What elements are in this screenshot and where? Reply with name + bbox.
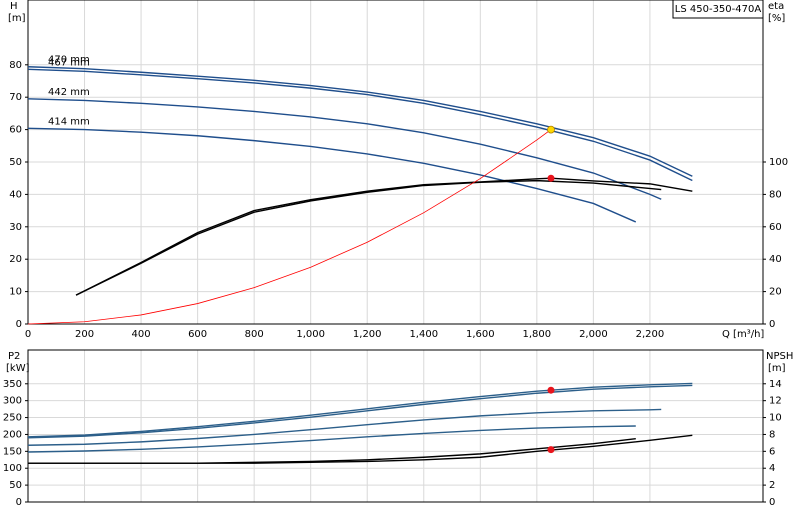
y2-tick-label: 2 (769, 480, 775, 491)
y-tick-label: 40 (9, 189, 22, 200)
x-tick-label: 800 (245, 329, 264, 340)
y-axis-unit: [m] (8, 13, 26, 24)
curve-label: 467 mm (48, 57, 90, 68)
y2-tick-label: 0 (769, 319, 775, 330)
y-tick-label: 10 (9, 287, 22, 298)
y-tick-label: 100 (3, 463, 22, 474)
x-tick-label: 1,000 (296, 329, 325, 340)
y-tick-label: 150 (3, 446, 22, 457)
plot-frame (27, 0, 764, 325)
x-tick-label: 1,800 (523, 329, 552, 340)
y2-axis-unit: [%] (768, 13, 785, 24)
y-tick-label: 0 (16, 319, 22, 330)
y2-tick-label: 10 (769, 413, 782, 424)
x-tick-label: 2,200 (636, 329, 665, 340)
plot-frame (27, 349, 764, 503)
curve (27, 408, 662, 446)
y-axis-label: H (10, 1, 18, 12)
x-tick-label: 400 (132, 329, 151, 340)
y-tick-label: 200 (3, 429, 22, 440)
y2-tick-label: 12 (769, 396, 782, 407)
y2-axis-unit: [m] (768, 363, 786, 374)
chart-title: LS 450-350-470A (675, 4, 762, 15)
y-tick-label: 20 (9, 254, 22, 265)
curve (27, 382, 693, 438)
y2-tick-label: 6 (769, 446, 775, 457)
curve (28, 437, 636, 464)
x-tick-label: 1,600 (466, 329, 495, 340)
x-tick-label: 1,400 (409, 329, 438, 340)
curve (27, 68, 693, 182)
x-tick-label: 600 (188, 329, 207, 340)
y-tick-label: 50 (9, 480, 22, 491)
y2-tick-label: 20 (769, 287, 782, 298)
y2-axis-label: eta (768, 1, 784, 12)
y-tick-label: 0 (16, 497, 22, 508)
y-tick-label: 300 (3, 396, 22, 407)
y2-tick-label: 8 (769, 429, 775, 440)
curve (75, 179, 662, 296)
y2-tick-label: 40 (769, 254, 782, 265)
curve (27, 127, 637, 223)
operating-point (547, 125, 555, 134)
curve (27, 98, 662, 200)
x-tick-label: 200 (75, 329, 94, 340)
y2-tick-label: 100 (769, 157, 788, 168)
curve (27, 129, 552, 325)
y-axis-unit: [kW] (6, 363, 30, 374)
x-tick-label: 0 (25, 329, 31, 340)
curve-label: 470 mm (48, 55, 90, 66)
y-tick-label: 60 (9, 125, 22, 136)
y-tick-label: 350 (3, 379, 22, 390)
y2-tick-label: 4 (769, 463, 775, 474)
operating-point (547, 386, 555, 394)
y-axis-label: P2 (8, 351, 20, 362)
y-tick-label: 70 (9, 92, 22, 103)
x-axis-label: Q [m³/h] (722, 329, 764, 340)
curve-label: 442 mm (48, 87, 90, 98)
y-tick-label: 250 (3, 413, 22, 424)
y-tick-label: 80 (9, 60, 22, 71)
y2-tick-label: 0 (769, 497, 775, 508)
x-tick-label: 1,200 (353, 329, 382, 340)
y-tick-label: 50 (9, 157, 22, 168)
curve (27, 66, 693, 177)
operating-point (547, 174, 555, 182)
curve (27, 425, 636, 453)
curve-label: 414 mm (48, 116, 90, 127)
curve (27, 384, 693, 439)
y2-axis-label: NPSH (766, 351, 793, 362)
curve (75, 177, 693, 296)
y2-tick-label: 14 (769, 379, 782, 390)
x-tick-label: 2,000 (579, 329, 608, 340)
y2-tick-label: 80 (769, 189, 782, 200)
operating-point (547, 446, 555, 454)
y-tick-label: 30 (9, 222, 22, 233)
y2-tick-label: 60 (769, 222, 782, 233)
